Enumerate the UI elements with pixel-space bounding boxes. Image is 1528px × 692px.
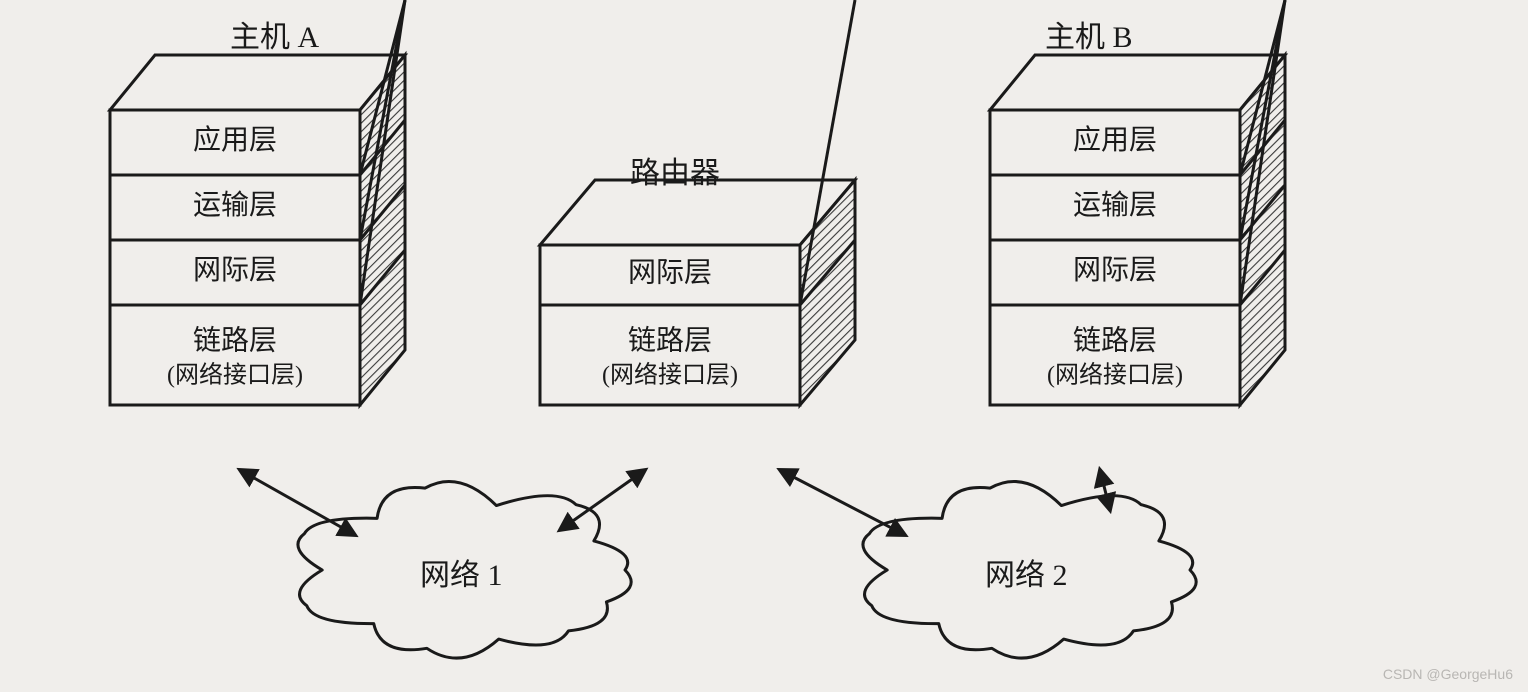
host-a-title: 主机 A (230, 12, 319, 56)
router-title: 路由器 (630, 148, 720, 192)
svg-text:网际层: 网际层 (193, 255, 277, 286)
svg-text:链路层: 链路层 (628, 324, 712, 356)
cloud-2-label: 网络 2 (985, 550, 1068, 594)
watermark-text: CSDN @GeorgeHu6 (1383, 666, 1513, 682)
network-diagram: 应用层运输层网际层链路层 (网络接口层) 网际层链路层 (网络接口层) 应用层运输层网际… (0, 0, 1528, 692)
svg-text:运输层: 运输层 (193, 189, 277, 221)
svg-text:(网络接口层): (网络接口层) (167, 362, 303, 389)
svg-text:网际层: 网际层 (1073, 255, 1157, 286)
svg-text:运输层: 运输层 (1073, 189, 1157, 221)
cloud-1-label: 网络 1 (420, 550, 503, 594)
host-b-title: 主机 B (1045, 12, 1133, 56)
svg-text:网际层: 网际层 (628, 257, 712, 288)
svg-text:应用层: 应用层 (193, 124, 277, 156)
svg-text:应用层: 应用层 (1073, 124, 1157, 156)
svg-text:(网络接口层): (网络接口层) (1047, 362, 1183, 389)
svg-text:(网络接口层): (网络接口层) (602, 362, 738, 389)
svg-text:链路层: 链路层 (193, 324, 277, 356)
svg-text:链路层: 链路层 (1073, 324, 1157, 356)
